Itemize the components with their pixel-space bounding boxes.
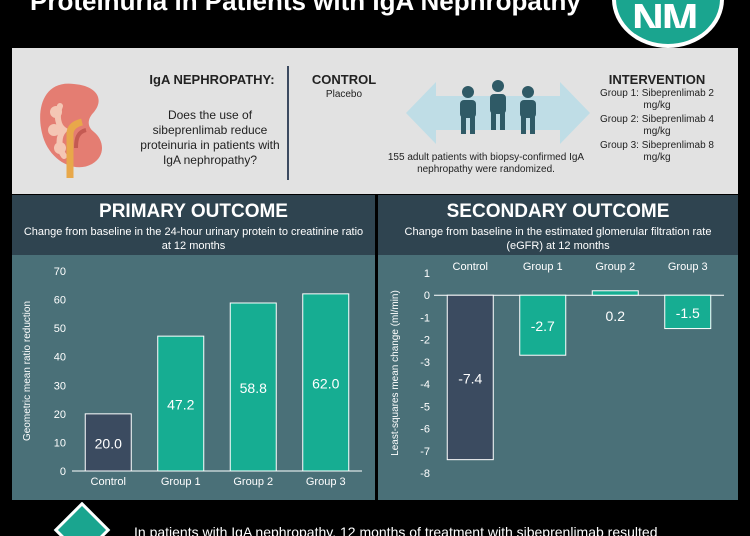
primary-outcome-subtitle: Change from baseline in the 24-hour urin…	[23, 226, 364, 252]
data-label: 20.0	[95, 435, 122, 451]
question-text: Does the use of sibeprenlimab reduce pro…	[140, 108, 280, 167]
page-title: Proteinuria in Patients with IgA Nephrop…	[30, 0, 581, 16]
bar	[157, 335, 205, 472]
bar	[302, 293, 350, 472]
y-tick-label: 0	[424, 290, 430, 302]
y-tick-label: -6	[420, 424, 430, 436]
x-tick-label: Group 3	[668, 261, 708, 273]
data-label: 0.2	[606, 308, 626, 324]
data-label: 58.8	[240, 380, 267, 396]
y-axis-label: Least-squares mean change (ml/min)	[390, 290, 401, 456]
x-tick-label: Control	[453, 261, 488, 273]
bar	[664, 294, 712, 330]
y-tick-label: 40	[54, 352, 66, 364]
kidney-icon	[40, 83, 102, 178]
secondary-outcome-header: SECONDARY OUTCOME Change from baseline i…	[378, 195, 738, 255]
y-tick-label: -5	[420, 401, 430, 413]
conclusion-text: In patients with IgA nephropathy, 12 mon…	[134, 524, 658, 536]
data-label: -2.7	[531, 318, 555, 334]
intervention-title: INTERVENTION	[608, 72, 706, 87]
y-tick-label: 20	[54, 409, 66, 421]
primary-outcome-title: PRIMARY OUTCOME	[99, 201, 288, 222]
y-tick-label: 10	[54, 437, 66, 449]
y-tick-label: -2	[420, 335, 430, 347]
secondary-outcome-subtitle: Change from baseline in the estimated gl…	[404, 226, 712, 252]
randomization-arrow-icon	[406, 80, 590, 144]
y-tick-label: 30	[54, 380, 66, 392]
x-tick-label: Control	[91, 476, 126, 488]
primary-outcome-chart: Geometric mean ratio reduction 0 10 20 30 40 5…	[22, 266, 362, 488]
bar	[591, 290, 639, 296]
data-label: -7.4	[458, 370, 482, 386]
population-text: 155 adult patients with biopsy-confirmed…	[387, 152, 585, 175]
y-tick-label: -7	[420, 446, 430, 458]
primary-outcome-header: PRIMARY OUTCOME Change from baseline in …	[12, 195, 375, 255]
bar	[84, 413, 132, 472]
x-tick-label: Group 2	[595, 261, 635, 273]
conclusion-bar: In patients with IgA nephropathy, 12 mon…	[42, 502, 750, 536]
data-label: 62.0	[312, 375, 339, 391]
secondary-outcome-chart: Least-squares mean change (ml/min) 1 0 -1 -2…	[390, 261, 724, 480]
data-label: -1.5	[676, 305, 700, 321]
question-title: IgA NEPHROPATHY:	[149, 72, 275, 87]
y-tick-label: 1	[424, 268, 430, 280]
x-tick-label: Group 1	[523, 261, 563, 273]
intervention-group-3: Group 3: Sibeprenlimab 8 mg/kg	[600, 140, 714, 163]
study-summary-panel: IgA NEPHROPATHY: Does the use of sibepre…	[12, 48, 738, 194]
y-tick-label: -8	[420, 468, 430, 480]
divider	[287, 66, 289, 180]
y-axis-label: Geometric mean ratio reduction	[22, 301, 33, 441]
x-tick-label: Group 3	[306, 476, 346, 488]
bar	[519, 294, 567, 356]
x-tick-label: Group 2	[233, 476, 273, 488]
bar	[229, 302, 277, 472]
y-tick-label: -3	[420, 357, 430, 369]
data-label: 47.2	[167, 397, 194, 413]
intervention-group-2: Group 2: Sibeprenlimab 4 mg/kg	[600, 114, 714, 137]
x-tick-label: Group 1	[161, 476, 201, 488]
y-tick-label: 60	[54, 295, 66, 307]
intervention-group-1: Group 1: Sibeprenlimab 2 mg/kg	[600, 88, 714, 111]
y-tick-label: -4	[420, 379, 430, 391]
control-subtitle: Placebo	[325, 89, 363, 100]
bar	[446, 294, 494, 461]
secondary-outcome-title: SECONDARY OUTCOME	[446, 201, 670, 222]
control-title: CONTROL	[311, 72, 377, 87]
y-tick-label: 50	[54, 323, 66, 335]
secondary-outcome-panel: SECONDARY OUTCOME Change from baseline i…	[378, 195, 738, 500]
conclusion-icon	[53, 502, 111, 536]
y-tick-label: -1	[420, 312, 430, 324]
y-tick-label: 0	[60, 466, 66, 478]
y-tick-label: 70	[54, 266, 66, 278]
primary-outcome-panel: PRIMARY OUTCOME Change from baseline in …	[12, 195, 375, 500]
